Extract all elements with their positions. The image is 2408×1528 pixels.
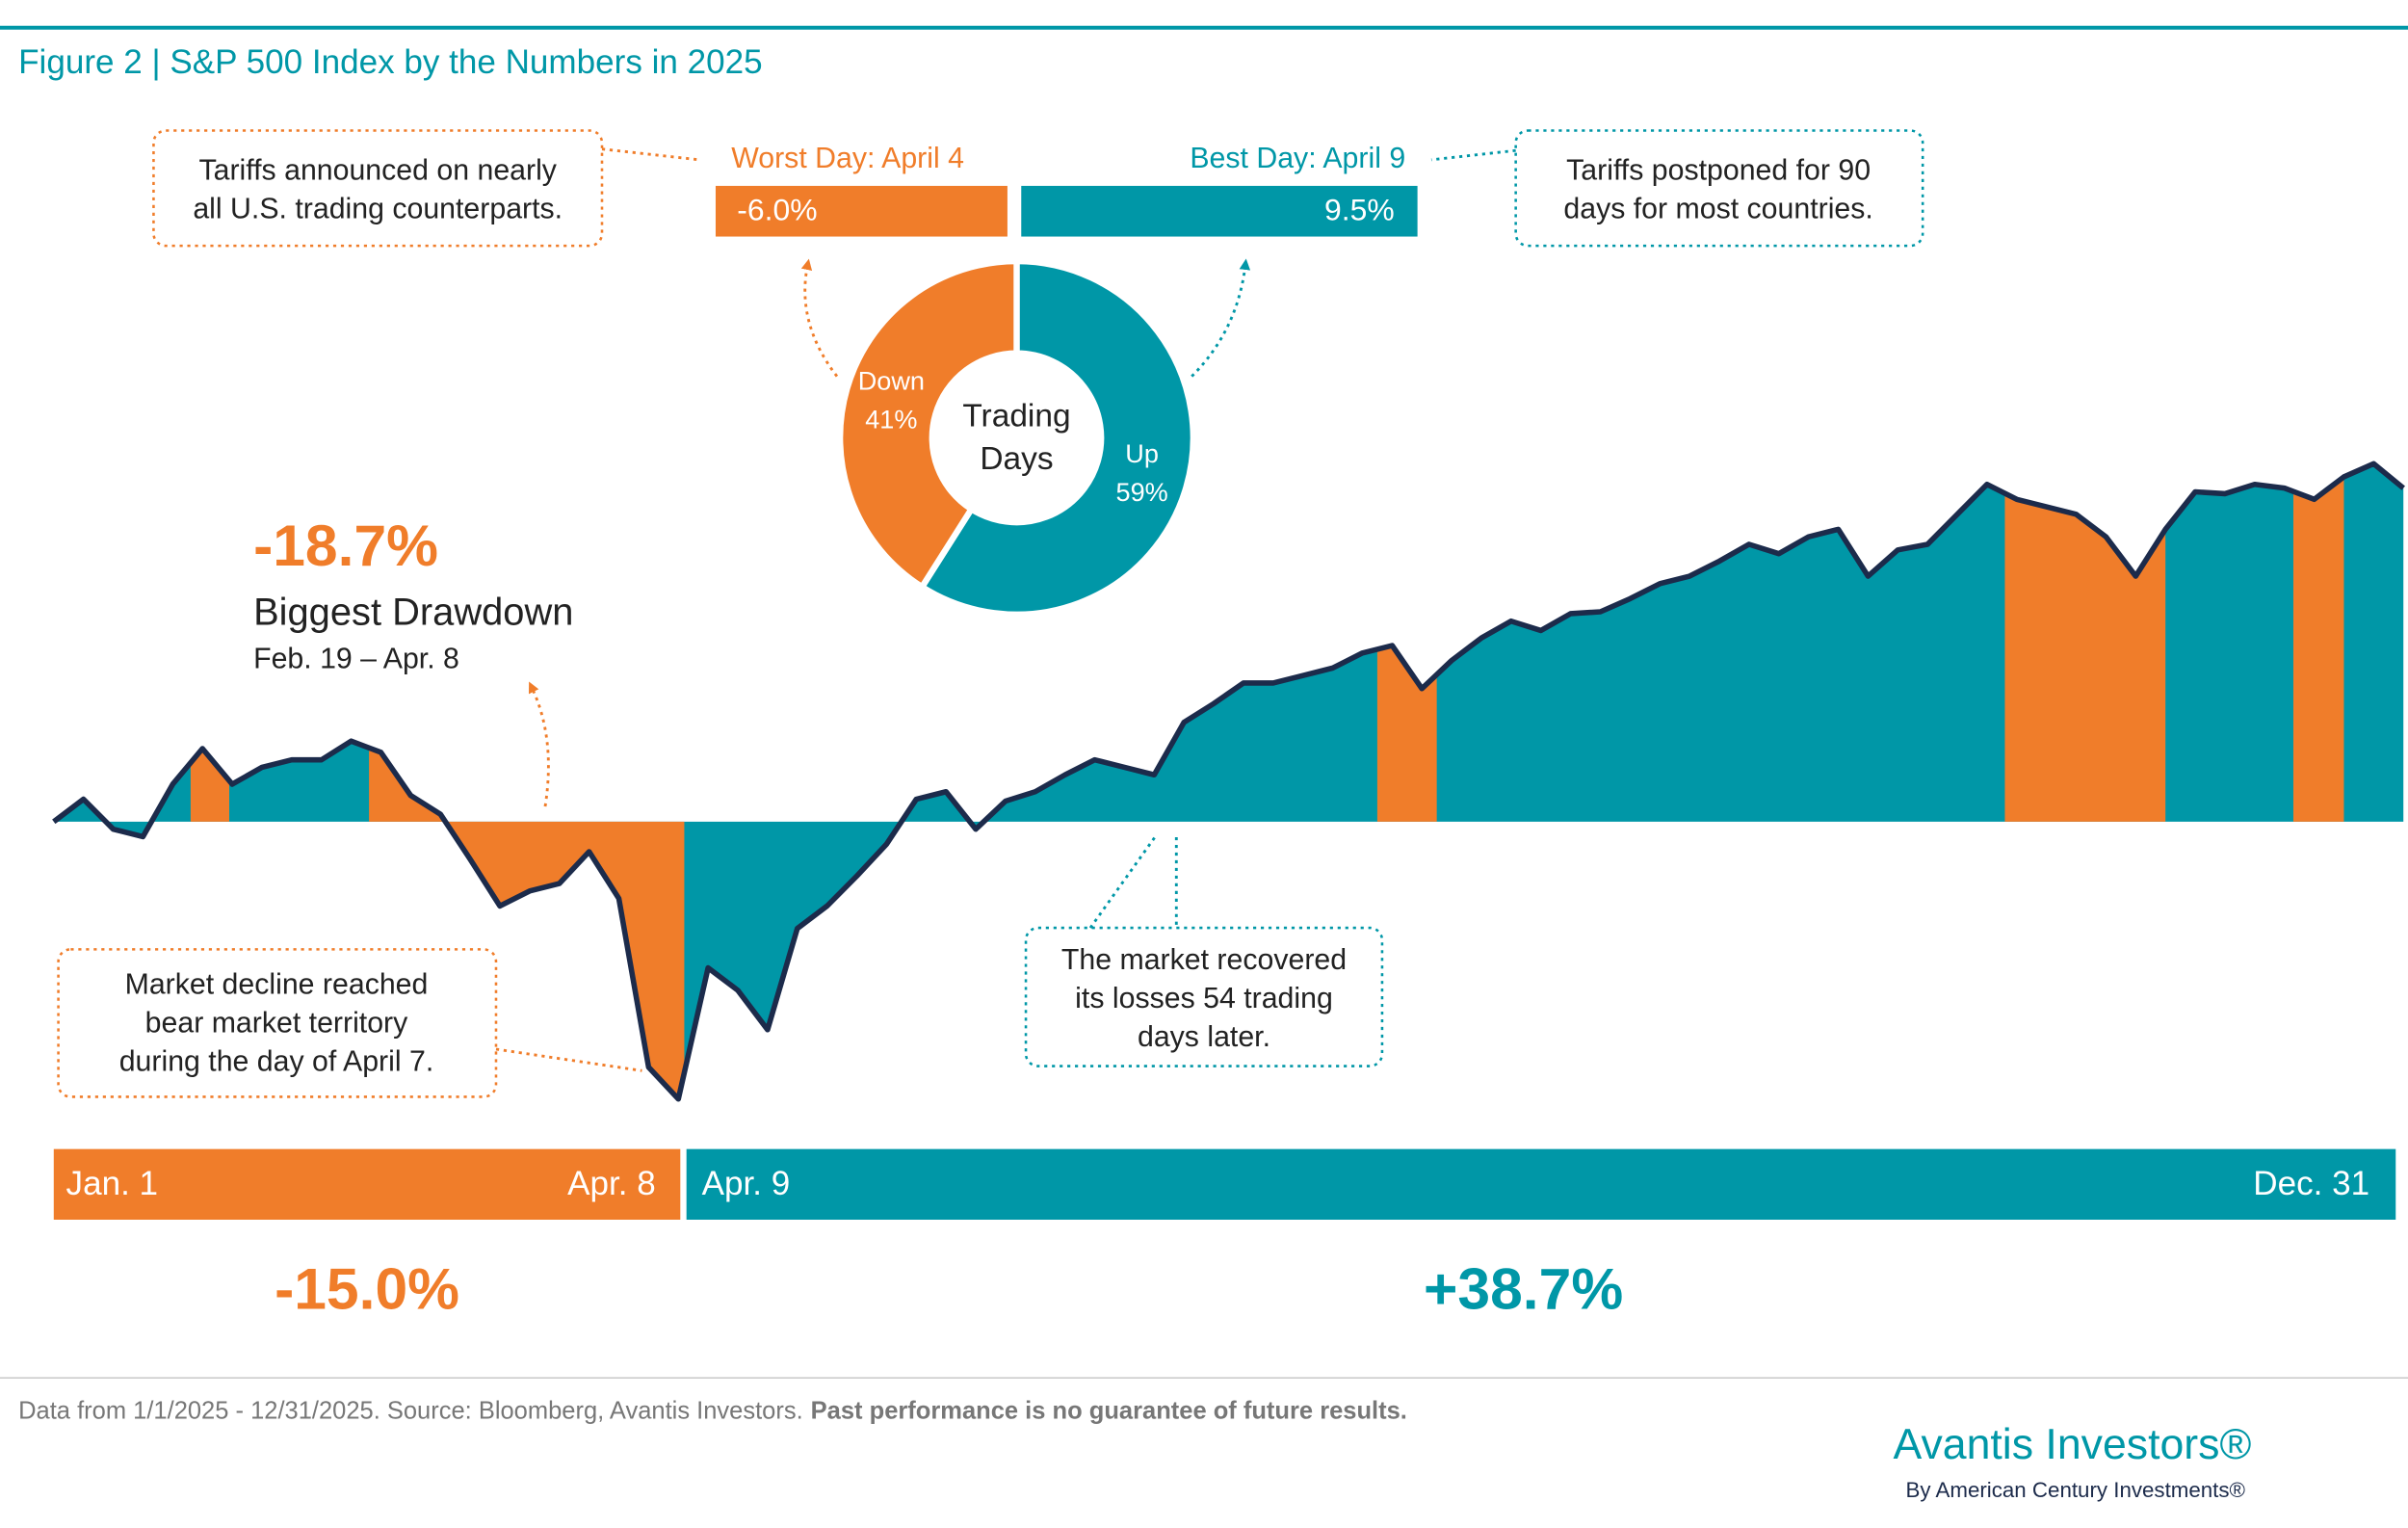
slice-value: 59%: [1116, 477, 1168, 507]
period-change: -15.0%: [275, 1256, 459, 1322]
title: Figure 2 | S&P 500 Index by the Numbers …: [18, 43, 763, 81]
donut-slice: [836, 257, 1020, 592]
connector: [1430, 148, 1516, 162]
donut-center-label: Days: [980, 441, 1053, 477]
donut-slice: [917, 257, 1197, 618]
callout-text: all U.S. trading counterparts.: [193, 193, 563, 224]
line-chart: [52, 461, 2405, 1102]
footer-source: Data from 1/1/2025 - 12/31/2025. Source:…: [18, 1397, 803, 1424]
best-day-box: [1021, 185, 1418, 237]
callout-box: [1024, 926, 1384, 1067]
best-day-label: Best Day: April 9: [1190, 143, 1405, 174]
footer-disclaimer: Past performance is no guarantee of futu…: [811, 1397, 1407, 1424]
period-start: Apr. 9: [702, 1165, 791, 1202]
connector: [1088, 836, 1178, 929]
arrow: [528, 681, 550, 807]
best-day-value: 9.5%: [1324, 192, 1395, 226]
callout-text: Tariffs postponed for 90: [1566, 155, 1871, 187]
donut-chart: Up 59% Down 41% Trading Days: [836, 257, 1197, 618]
slice-value: 41%: [865, 404, 917, 434]
index-line: [52, 461, 2405, 1102]
slice-label: Up: [1125, 438, 1159, 468]
worst-day-label: Worst Day: April 4: [731, 143, 964, 174]
connector: [601, 147, 699, 162]
callout-box: [152, 129, 604, 248]
period-change: +38.7%: [1424, 1256, 1623, 1322]
worst-day-box: [715, 185, 1008, 237]
callout-text: days for most countries.: [1563, 193, 1872, 224]
callout-text: its losses 54 trading: [1075, 983, 1333, 1014]
connector: [495, 1047, 642, 1072]
callout-text: during the day of April 7.: [119, 1045, 434, 1077]
period-start: Jan. 1: [66, 1165, 159, 1202]
logo-sub: By American Century Investments®: [1905, 1478, 2245, 1502]
donut-center-label: Trading: [962, 399, 1070, 435]
callout-box: [57, 948, 498, 1098]
callout-text: days later.: [1138, 1021, 1270, 1053]
callout-text: Market decline reached: [125, 969, 429, 1001]
arrow: [1191, 258, 1251, 378]
period-bar: [53, 1148, 681, 1220]
callout-text: bear market territory: [145, 1007, 408, 1039]
logo: Avantis Investors®: [1894, 1421, 2252, 1468]
arrow: [800, 258, 839, 378]
drawdown-dates: Feb. 19 – Apr. 8: [253, 644, 459, 675]
slice-label: Down: [858, 366, 925, 396]
callout-text: The market recovered: [1061, 944, 1347, 976]
footer: Data from 1/1/2025 - 12/31/2025. Source:…: [18, 1397, 1407, 1424]
period-bar: [686, 1148, 2396, 1220]
worst-day-value: -6.0%: [737, 192, 817, 226]
callout-text: Tariffs announced on nearly: [198, 155, 557, 187]
drawdown-label: Biggest Drawdown: [253, 591, 573, 633]
callout-box: [1514, 129, 1924, 248]
period-end: Apr. 8: [567, 1165, 656, 1202]
period-end: Dec. 31: [2253, 1165, 2369, 1202]
drawdown-value: -18.7%: [253, 513, 438, 578]
